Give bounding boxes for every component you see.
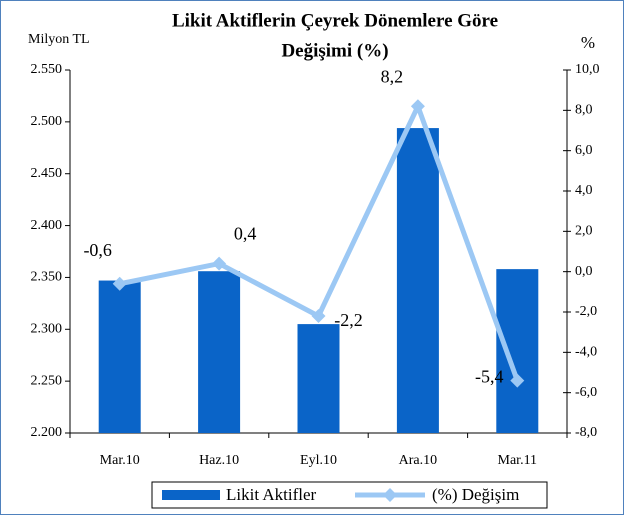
x-tick-label: Mar.11 bbox=[498, 453, 538, 468]
y2-tick-label: 0,0 bbox=[575, 264, 593, 279]
data-label: -5,4 bbox=[475, 367, 504, 387]
y2-tick-label: 8,0 bbox=[575, 103, 593, 118]
y-tick-label: 2.350 bbox=[31, 270, 63, 285]
y2-tick-label: -8,0 bbox=[575, 425, 597, 440]
x-tick-label: Ara.10 bbox=[399, 453, 438, 468]
y-tick-label: 2.400 bbox=[31, 218, 63, 233]
data-label: 8,2 bbox=[381, 66, 404, 86]
line-marker bbox=[112, 276, 127, 291]
line-marker bbox=[410, 99, 425, 114]
x-tick-label: Mar.10 bbox=[100, 453, 140, 468]
y-axis-label: Milyon TL bbox=[28, 32, 90, 47]
y-tick-label: 2.450 bbox=[31, 166, 63, 181]
y-tick-label: 2.200 bbox=[31, 425, 63, 440]
y-tick-label: 2.300 bbox=[31, 322, 63, 337]
line-marker bbox=[510, 373, 525, 388]
y-tick-label: 2.550 bbox=[31, 62, 63, 77]
data-label: -0,6 bbox=[83, 240, 112, 260]
legend-label: Likit Aktifler bbox=[226, 485, 317, 504]
bar bbox=[198, 271, 241, 433]
x-tick-label: Eyl.10 bbox=[300, 453, 337, 468]
y2-tick-label: 6,0 bbox=[575, 143, 593, 158]
bar bbox=[297, 324, 340, 433]
legend-swatch bbox=[162, 490, 220, 500]
line-marker bbox=[212, 256, 227, 271]
legend-marker bbox=[383, 488, 397, 502]
y2-tick-label: -4,0 bbox=[575, 345, 597, 360]
chart-title: Değişimi (%) bbox=[281, 40, 388, 61]
chart-title: Likit Aktiflerin Çeyrek Dönemlere Göre bbox=[172, 10, 498, 31]
x-tick-label: Haz.10 bbox=[199, 453, 239, 468]
bar bbox=[396, 128, 439, 433]
line-marker bbox=[311, 309, 326, 324]
y2-tick-label: 10,0 bbox=[575, 62, 600, 77]
y-tick-label: 2.500 bbox=[31, 114, 63, 129]
y2-tick-label: 4,0 bbox=[575, 183, 593, 198]
bar bbox=[496, 269, 539, 433]
y2-tick-label: -2,0 bbox=[575, 304, 597, 319]
data-label: -2,2 bbox=[334, 310, 363, 330]
data-label: 0,4 bbox=[234, 224, 257, 244]
bar bbox=[98, 280, 141, 433]
y2-axis-label: % bbox=[581, 33, 595, 52]
legend-label: (%) Değişim bbox=[432, 485, 519, 504]
y2-tick-label: 2,0 bbox=[575, 224, 593, 239]
y-tick-label: 2.250 bbox=[31, 373, 63, 388]
y2-tick-label: -6,0 bbox=[575, 385, 597, 400]
